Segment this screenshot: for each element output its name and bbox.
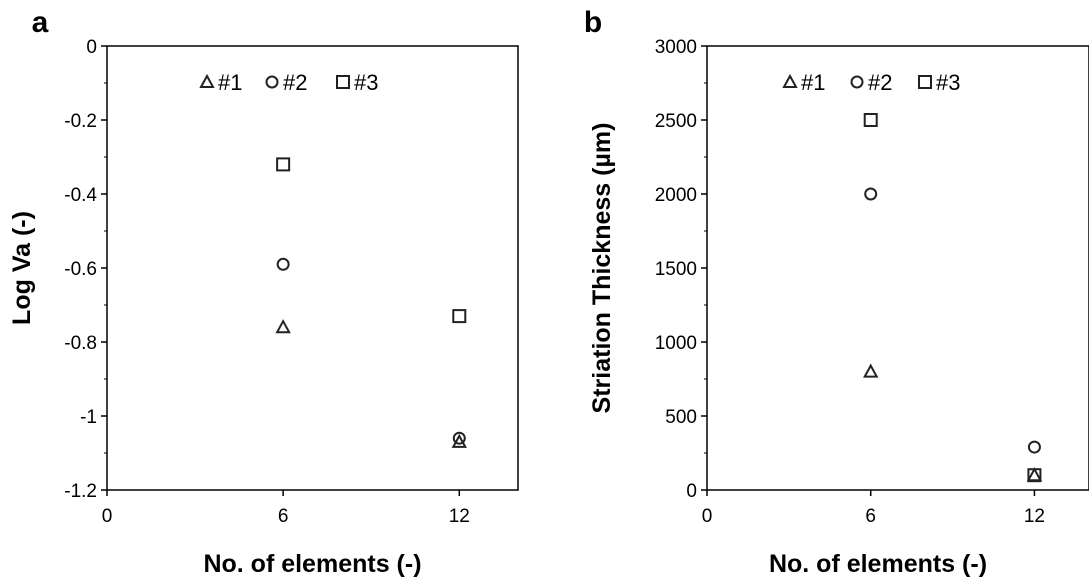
- y-tick-label: -0.4: [64, 185, 97, 206]
- data-point-series-3: [1027, 468, 1042, 483]
- legend-marker-circle: [850, 75, 864, 89]
- panel-label: a: [32, 6, 49, 39]
- y-tick-label: -1.2: [64, 481, 97, 502]
- data-point-series-3: [863, 113, 878, 127]
- y-axis-title: Log Va (-): [8, 211, 36, 325]
- y-tick-label: 1000: [655, 333, 697, 354]
- data-point-series-1: [863, 363, 879, 378]
- y-tick-label: -0.6: [64, 259, 97, 280]
- y-tick-label: 500: [665, 407, 697, 428]
- data-point-series-3: [276, 157, 291, 172]
- y-tick-label: -1: [80, 407, 97, 428]
- legend-marker-triangle: [782, 73, 798, 88]
- legend-marker-circle: [265, 75, 279, 89]
- x-axis-title: No. of elements (-): [203, 550, 421, 578]
- legend-label: #2: [283, 70, 307, 95]
- legend-label: #1: [801, 70, 825, 95]
- x-tick-label: 6: [865, 506, 876, 527]
- plot-area: [106, 45, 519, 491]
- legend: #1 #2 #3: [782, 70, 960, 95]
- plot-area: [706, 45, 1089, 491]
- y-tick-label: 0: [686, 481, 697, 502]
- x-tick-label: 12: [1024, 506, 1045, 527]
- x-tick-label: 0: [102, 506, 113, 527]
- y-tick-label: 0: [86, 37, 97, 58]
- data-point-series-2: [1027, 440, 1041, 454]
- data-point-series-2: [452, 431, 466, 445]
- data-point-series-2: [276, 257, 290, 271]
- legend-label: #3: [354, 70, 378, 95]
- data-point-series-1: [1026, 467, 1043, 482]
- y-axis-title: Striation Thickness (µm): [588, 123, 616, 414]
- x-axis-title: No. of elements (-): [769, 550, 987, 578]
- data-point-series-1: [275, 319, 291, 334]
- y-tick-label: 2500: [655, 111, 697, 132]
- data-point-series-2: [864, 187, 878, 201]
- y-tick-label: 2000: [655, 185, 697, 206]
- legend-label: #3: [936, 70, 960, 95]
- y-tick-label: -0.2: [64, 111, 97, 132]
- y-tick-label: 3000: [655, 37, 697, 58]
- x-tick-label: 12: [449, 506, 470, 527]
- legend-label: #2: [868, 70, 892, 95]
- data-point-series-3: [452, 309, 467, 324]
- data-point-series-1: [451, 433, 467, 448]
- y-tick-label: -0.8: [64, 333, 97, 354]
- x-tick-label: 0: [702, 506, 713, 527]
- panel-label: b: [584, 6, 602, 39]
- y-tick-label: 1500: [655, 259, 697, 280]
- legend-marker-square: [918, 75, 932, 89]
- legend-marker-square: [336, 75, 350, 89]
- x-tick-label: 6: [278, 506, 289, 527]
- legend: #1 #2 #3: [199, 70, 378, 95]
- legend-label: #1: [218, 70, 242, 95]
- chart-panel-b: b 0 500 1000 1500 2000 2500 3000 0 6 12 No. of elem…: [584, 6, 1089, 578]
- legend-marker-triangle: [199, 73, 215, 88]
